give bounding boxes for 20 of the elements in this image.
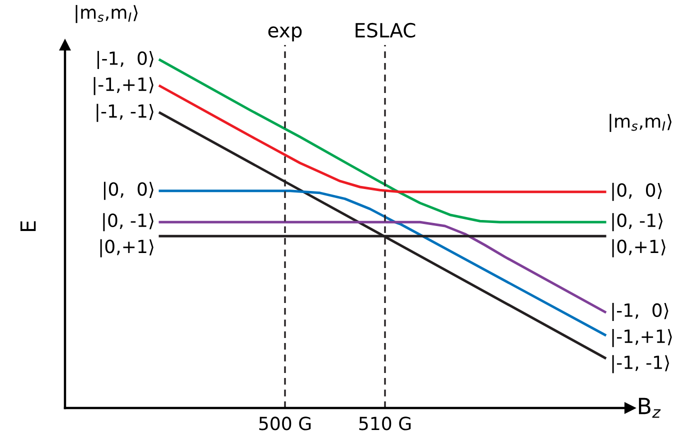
x-axis-title: B$_{z}$: [638, 398, 661, 418]
annotation: |-1, 0⟩: [97, 50, 154, 69]
annotation: |m$_{s}$,m$_{I}$⟩: [610, 114, 672, 132]
annotation: |0,+1⟩: [612, 239, 666, 258]
annotation: |0,+1⟩: [100, 239, 154, 258]
y-axis-title: E: [20, 221, 36, 232]
annotation: |-1, 0⟩: [612, 302, 668, 321]
annotation: |-1,+1⟩: [94, 77, 154, 96]
x-tick-label: 510 G: [359, 416, 411, 430]
annotation: |-1, -1⟩: [96, 104, 154, 122]
annotation: |-1, -1⟩: [612, 355, 669, 374]
text: |m$_{s}$,m$_{I}$⟩: [76, 4, 138, 24]
x-tick-label: 500 G: [259, 416, 311, 430]
annotation: |0, 0⟩: [104, 182, 154, 200]
annotation: |0, -1⟩: [612, 213, 662, 232]
annotation: |0, 0⟩: [612, 182, 662, 201]
annotation: |0, -1⟩: [103, 213, 154, 232]
annotation: |-1,+1⟩: [612, 329, 672, 348]
ref-line-label: ESLAC: [356, 22, 416, 38]
ref-line-label: exp: [268, 26, 302, 42]
